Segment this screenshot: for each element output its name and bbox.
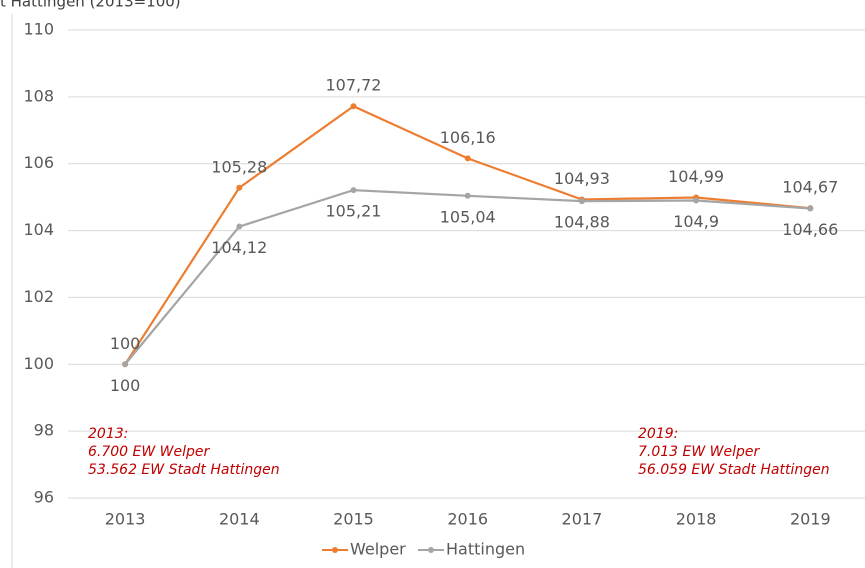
chart-title: t Hattingen (2013=100)	[0, 0, 181, 11]
annotation: 2013:	[88, 426, 128, 442]
y-tick-label: 98	[34, 421, 54, 440]
legend-label: Hattingen	[446, 540, 525, 559]
legend-marker	[428, 547, 434, 553]
y-tick-label: 106	[23, 153, 54, 172]
data-point	[464, 192, 471, 199]
data-label: 100	[110, 376, 141, 395]
annotation: 56.059 EW Stadt Hattingen	[638, 462, 830, 478]
data-point	[693, 197, 700, 204]
data-label: 104,93	[554, 169, 610, 188]
y-tick-label: 102	[23, 287, 54, 306]
data-label: 104,88	[554, 213, 610, 232]
legend-label: Welper	[350, 540, 406, 559]
data-label: 104,67	[782, 178, 838, 197]
data-point	[350, 187, 357, 194]
data-point	[122, 361, 129, 368]
x-tick-label: 2014	[219, 510, 260, 529]
data-point	[807, 205, 814, 212]
data-label: 104,12	[211, 238, 267, 257]
data-label: 104,66	[782, 220, 838, 239]
annotation: 7.013 EW Welper	[638, 444, 761, 460]
data-point	[236, 223, 243, 230]
data-point	[350, 103, 357, 110]
data-label: 104,99	[668, 167, 724, 186]
data-point	[578, 198, 585, 205]
x-tick-label: 2019	[790, 510, 831, 529]
y-tick-label: 108	[23, 86, 54, 105]
annotation: 6.700 EW Welper	[88, 444, 211, 460]
x-tick-label: 2015	[333, 510, 374, 529]
data-point	[236, 184, 243, 191]
y-tick-label: 96	[34, 488, 54, 507]
y-tick-label: 104	[23, 220, 54, 239]
data-label: 105,04	[440, 207, 496, 226]
x-tick-label: 2017	[562, 510, 603, 529]
x-tick-label: 2016	[447, 510, 488, 529]
data-label: 100	[110, 334, 141, 353]
data-label: 104,9	[673, 212, 719, 231]
data-label: 105,21	[326, 202, 382, 221]
data-label: 107,72	[326, 76, 382, 95]
data-label: 106,16	[440, 128, 496, 147]
y-tick-label: 110	[23, 20, 54, 39]
legend-marker	[332, 547, 338, 553]
annotation: 2019:	[638, 426, 678, 442]
x-tick-label: 2018	[676, 510, 717, 529]
x-tick-label: 2013	[105, 510, 146, 529]
data-point	[464, 155, 471, 162]
data-label: 105,28	[211, 157, 267, 176]
y-tick-label: 100	[23, 354, 54, 373]
annotation: 53.562 EW Stadt Hattingen	[88, 462, 280, 478]
